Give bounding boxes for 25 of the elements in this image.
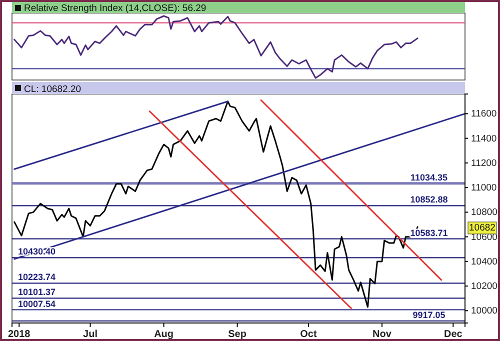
ref-line-label: 11034.35 [410, 172, 448, 182]
y-tick-label: 10800 [471, 207, 498, 218]
y-tick-label: 11600 [471, 108, 497, 120]
y-tick-label: 10200 [471, 281, 498, 292]
x-tick-label: Oct [300, 329, 318, 340]
y-tick-label: 10400 [471, 256, 498, 268]
y-tick-label: 11200 [471, 158, 497, 169]
y-tick-label: 11000 [471, 182, 497, 194]
ref-line-label: 9917.05 [412, 310, 446, 320]
y-tick-label: 10000 [471, 306, 498, 317]
chart-title: CL: 10682.20 [24, 84, 82, 95]
x-tick-label: Dec [444, 329, 463, 340]
text: 10682 [469, 222, 496, 234]
y-tick-label: 10600 [471, 232, 498, 243]
ref-line-label: 10101.37 [18, 287, 56, 298]
y-tick-label: 11400 [471, 133, 497, 144]
ref-line-label: 10852.88 [410, 194, 448, 205]
x-tick-label: Nov [372, 329, 392, 340]
x-tick-label: Jul [83, 329, 98, 340]
x-tick-label: Aug [154, 329, 174, 340]
ref-line-label: 10223.74 [18, 272, 56, 282]
ref-line-label: 10007.54 [18, 298, 56, 309]
x-tick-label: Sep [228, 329, 246, 340]
chart-title: Relative Strength Index (14,CLOSE): 56.29 [24, 3, 206, 14]
x-tick-label: 2018 [8, 329, 31, 340]
